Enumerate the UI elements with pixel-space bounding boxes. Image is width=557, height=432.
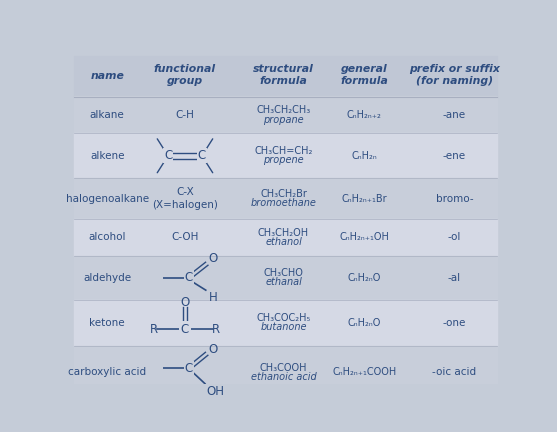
Bar [74, 57, 497, 96]
Text: aldehyde: aldehyde [83, 273, 131, 283]
Text: alcohol: alcohol [89, 232, 126, 242]
Text: bromoethane: bromoethane [251, 198, 316, 208]
Text: O: O [208, 343, 217, 356]
Text: C: C [164, 149, 172, 162]
Text: OH: OH [206, 385, 224, 398]
Bar [74, 133, 497, 178]
Text: carboxylic acid: carboxylic acid [68, 367, 146, 377]
Text: -ane: -ane [443, 110, 466, 120]
Text: name: name [90, 71, 124, 82]
Text: CH₃CHO: CH₃CHO [263, 268, 304, 278]
Bar [74, 219, 497, 256]
Bar [74, 300, 497, 346]
Text: R: R [150, 323, 158, 336]
Bar [74, 256, 497, 300]
Text: -ene: -ene [443, 151, 466, 161]
Text: CₙH₂ₙ₊₁Br: CₙH₂ₙ₊₁Br [341, 194, 387, 203]
Text: CₙH₂ₙ₊₁OH: CₙH₂ₙ₊₁OH [339, 232, 389, 242]
Bar [74, 96, 497, 133]
Text: CₙH₂ₙ₊₂: CₙH₂ₙ₊₂ [347, 110, 382, 120]
Text: alkane: alkane [90, 110, 125, 120]
Text: C: C [185, 362, 193, 375]
Text: O: O [209, 252, 218, 265]
Text: halogenoalkane: halogenoalkane [66, 194, 149, 203]
Bar [74, 346, 497, 398]
Bar [74, 178, 497, 219]
Text: butanone: butanone [260, 323, 307, 333]
Text: -al: -al [448, 273, 461, 283]
Text: -oic acid: -oic acid [432, 367, 477, 377]
Text: propene: propene [263, 156, 304, 165]
Text: R: R [212, 323, 220, 336]
Text: CH₃CH₂Br: CH₃CH₂Br [260, 189, 307, 199]
Text: alkene: alkene [90, 151, 124, 161]
Text: bromo-: bromo- [436, 194, 473, 203]
Text: ethanal: ethanal [265, 277, 302, 287]
Text: ethanol: ethanol [265, 237, 302, 247]
Text: C: C [198, 149, 206, 162]
Text: structural
formula: structural formula [253, 64, 314, 86]
Text: H: H [209, 291, 218, 304]
Text: CH₃CH₂CH₃: CH₃CH₂CH₃ [256, 105, 311, 115]
Text: CₙH₂ₙ₊₁COOH: CₙH₂ₙ₊₁COOH [333, 367, 397, 377]
Text: CH₃CH=CH₂: CH₃CH=CH₂ [255, 146, 312, 156]
Text: functional
group: functional group [154, 64, 216, 86]
Text: general
formula: general formula [340, 64, 388, 86]
Text: propane: propane [263, 114, 304, 124]
Text: O: O [180, 295, 189, 308]
Text: C-H: C-H [175, 110, 194, 120]
Text: prefix or suffix
(for naming): prefix or suffix (for naming) [409, 64, 500, 86]
Text: CH₃CH₂OH: CH₃CH₂OH [258, 228, 309, 238]
Text: C-X
(X=halogen): C-X (X=halogen) [152, 187, 218, 210]
Text: CH₃COOH: CH₃COOH [260, 362, 307, 372]
Text: -ol: -ol [448, 232, 461, 242]
Text: ethanoic acid: ethanoic acid [251, 372, 316, 382]
Text: ketone: ketone [89, 318, 125, 328]
Text: -one: -one [443, 318, 466, 328]
Text: C-OH: C-OH [172, 232, 199, 242]
Text: CₙH₂ₙO: CₙH₂ₙO [348, 318, 381, 328]
Text: CH₃COC₂H₅: CH₃COC₂H₅ [256, 313, 311, 323]
Text: CₙH₂ₙ: CₙH₂ₙ [351, 151, 377, 161]
Text: C: C [185, 271, 193, 284]
Text: CₙH₂ₙO: CₙH₂ₙO [348, 273, 381, 283]
Text: C: C [181, 323, 189, 336]
